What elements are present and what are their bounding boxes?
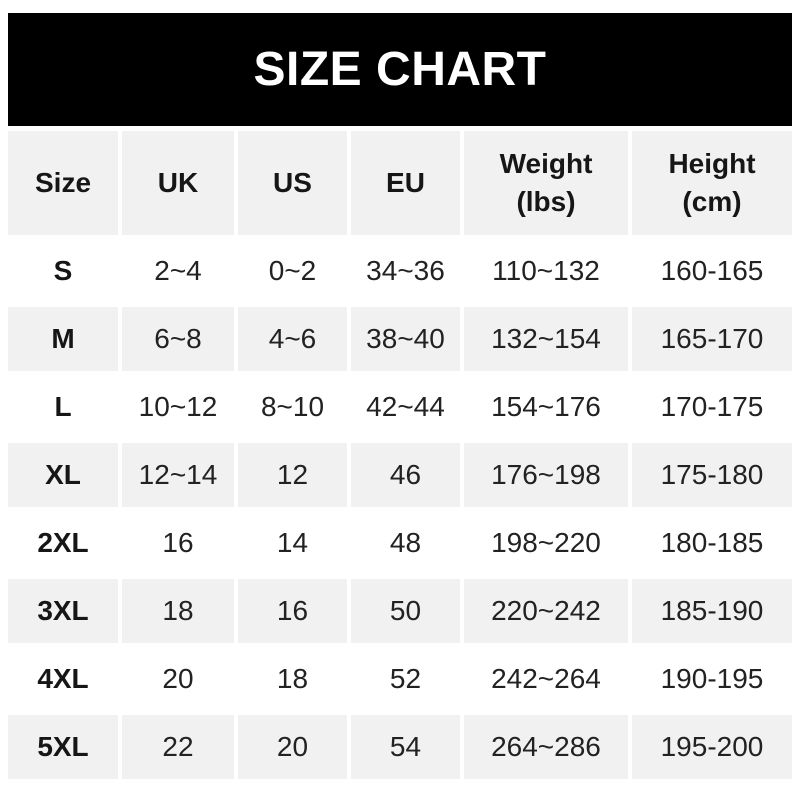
table-cell: 110~132 <box>464 239 628 303</box>
table-cell: 8~10 <box>238 375 347 439</box>
table-cell: 50 <box>351 579 460 643</box>
table-cell: 18 <box>238 647 347 711</box>
table-cell: 16 <box>238 579 347 643</box>
table-cell: 4XL <box>8 647 118 711</box>
table-cell: 176~198 <box>464 443 628 507</box>
table-cell: 3XL <box>8 579 118 643</box>
table-cell: XL <box>8 443 118 507</box>
table-cell: 264~286 <box>464 715 628 779</box>
table-cell: 16 <box>122 511 234 575</box>
table-cell: 165-170 <box>632 307 792 371</box>
table-cell: 22 <box>122 715 234 779</box>
table-cell: 2~4 <box>122 239 234 303</box>
table-cell: 175-180 <box>632 443 792 507</box>
table-cell: 4~6 <box>238 307 347 371</box>
table-cell: M <box>8 307 118 371</box>
column-header-size: Size <box>8 131 118 235</box>
column-header-height: Height (cm) <box>632 131 792 235</box>
table-cell: 0~2 <box>238 239 347 303</box>
column-header-us: US <box>238 131 347 235</box>
table-cell: 198~220 <box>464 511 628 575</box>
table-cell: 48 <box>351 511 460 575</box>
table-cell: 54 <box>351 715 460 779</box>
table-cell: 42~44 <box>351 375 460 439</box>
table-cell: 170-175 <box>632 375 792 439</box>
table-cell: 10~12 <box>122 375 234 439</box>
table-cell: 14 <box>238 511 347 575</box>
table-cell: 180-185 <box>632 511 792 575</box>
table-cell: 160-165 <box>632 239 792 303</box>
table-cell: 12~14 <box>122 443 234 507</box>
table-cell: 20 <box>122 647 234 711</box>
table-cell: 190-195 <box>632 647 792 711</box>
table-cell: 132~154 <box>464 307 628 371</box>
table-cell: 220~242 <box>464 579 628 643</box>
table-cell: 195-200 <box>632 715 792 779</box>
column-header-eu: EU <box>351 131 460 235</box>
table-cell: 242~264 <box>464 647 628 711</box>
table-cell: 154~176 <box>464 375 628 439</box>
column-header-uk: UK <box>122 131 234 235</box>
table-cell: 18 <box>122 579 234 643</box>
table-cell: 6~8 <box>122 307 234 371</box>
size-chart-banner: SIZE CHART <box>8 13 792 126</box>
size-chart-table: Size UK US EU Weight (lbs) Height (cm) S… <box>8 131 792 779</box>
table-cell: 46 <box>351 443 460 507</box>
column-header-weight: Weight (lbs) <box>464 131 628 235</box>
table-cell: 12 <box>238 443 347 507</box>
table-cell: 5XL <box>8 715 118 779</box>
table-cell: 34~36 <box>351 239 460 303</box>
table-cell: 52 <box>351 647 460 711</box>
table-cell: 38~40 <box>351 307 460 371</box>
table-cell: S <box>8 239 118 303</box>
table-cell: 2XL <box>8 511 118 575</box>
table-cell: L <box>8 375 118 439</box>
page-title: SIZE CHART <box>253 43 547 96</box>
table-cell: 185-190 <box>632 579 792 643</box>
table-cell: 20 <box>238 715 347 779</box>
